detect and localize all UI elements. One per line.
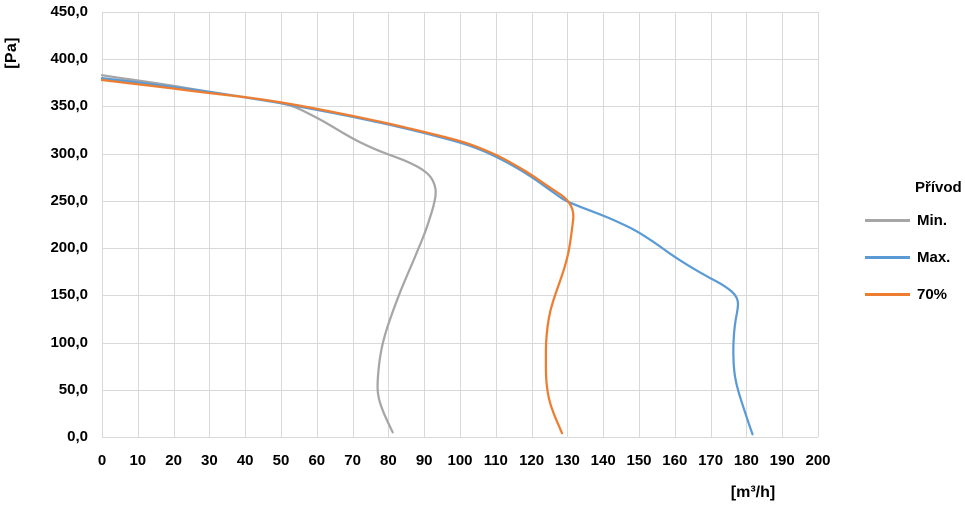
legend-label: Max. <box>917 249 951 266</box>
y-tick-label: 350,0 <box>50 97 88 115</box>
legend-entry-max: Max. <box>863 239 965 276</box>
x-tick-label: 90 <box>415 452 433 469</box>
x-tick-label: 20 <box>165 452 182 469</box>
y-tick-label: 300,0 <box>50 144 88 162</box>
x-tick-label: 50 <box>272 452 290 469</box>
y-tick-label: 250,0 <box>50 191 88 209</box>
x-tick-label: 200 <box>805 452 831 469</box>
x-tick-label: 150 <box>626 452 652 469</box>
y-tick-label: 450,0 <box>50 3 88 20</box>
y-tick-label: 0,0 <box>67 428 88 445</box>
legend-entry-min: Min. <box>863 202 965 239</box>
legend-label: 70% <box>917 286 948 303</box>
x-tick-label: 80 <box>380 452 397 469</box>
x-tick-label: 170 <box>698 452 724 469</box>
gridlines <box>102 12 819 438</box>
x-axis-title: [m³/h] <box>730 484 776 501</box>
y-tick-label: 50,0 <box>58 380 88 398</box>
series-line-min <box>100 74 437 434</box>
x-tick-label: 40 <box>236 452 254 469</box>
x-tick-label: 190 <box>769 452 795 469</box>
y-tick-label: 200,0 <box>50 239 88 257</box>
legend-entries: Min. Max. 70% <box>863 202 965 313</box>
x-tick-label: 60 <box>308 452 326 469</box>
series-line-70 <box>100 78 575 435</box>
x-tick-label: 140 <box>590 452 616 469</box>
legend-line-swatch <box>865 293 910 296</box>
y-tick-label: 100,0 <box>50 333 88 351</box>
legend-line-swatch <box>865 219 910 222</box>
legend-entry-70: 70% <box>863 276 965 313</box>
x-tick-label: 100 <box>447 452 473 469</box>
x-tick-label: 130 <box>554 452 580 469</box>
y-tick-label: 150,0 <box>50 286 88 304</box>
x-tick-label: 30 <box>201 452 218 469</box>
x-tick-label: 0 <box>97 452 107 469</box>
x-tick-label: 110 <box>483 452 508 469</box>
x-tick-label: 180 <box>733 452 759 469</box>
y-axis-title: [Pa] <box>3 37 20 69</box>
x-tick-label: 160 <box>662 452 688 469</box>
legend-title: Přívod <box>915 179 962 196</box>
y-tick-label: 400,0 <box>50 50 88 68</box>
legend: Přívod Min. Max. 70% <box>863 174 965 313</box>
legend-label: Min. <box>917 212 947 229</box>
x-tick-label: 10 <box>129 452 147 469</box>
series-line-max <box>100 76 754 436</box>
legend-line-swatch <box>865 256 910 259</box>
x-tick-label: 70 <box>344 452 361 469</box>
x-tick-label: 120 <box>519 452 545 469</box>
